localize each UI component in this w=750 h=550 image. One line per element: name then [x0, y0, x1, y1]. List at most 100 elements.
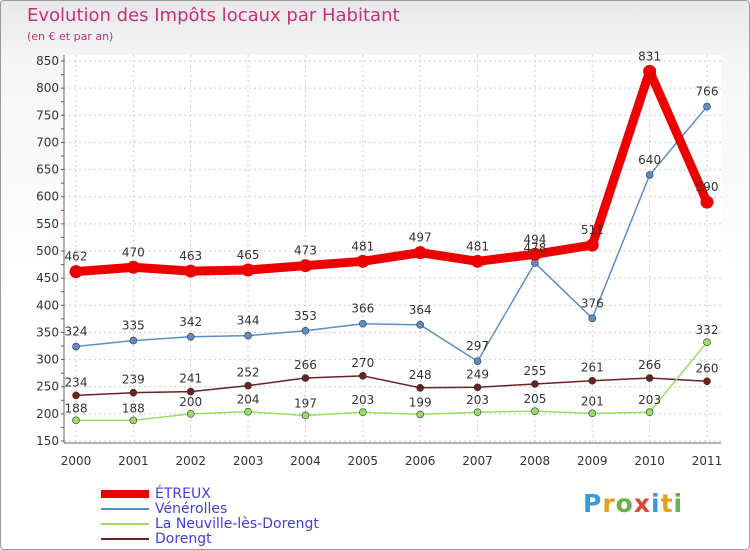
data-label: 188	[65, 401, 88, 415]
data-label: 353	[294, 309, 317, 323]
chart-subtitle: (en € et par an)	[27, 30, 114, 43]
chart-title: Evolution des Impôts locaux par Habitant	[27, 5, 400, 26]
data-point	[588, 376, 597, 385]
y-tick-label: 350	[36, 325, 59, 339]
y-tick-label: 200	[36, 407, 59, 421]
data-label: 511	[581, 223, 604, 237]
logo-letter: x	[633, 489, 651, 518]
data-label: 463	[179, 249, 202, 263]
logo-letter: i	[651, 489, 661, 518]
data-point	[473, 357, 482, 366]
data-point	[241, 263, 255, 277]
data-label: 234	[65, 375, 88, 389]
legend-swatch	[101, 490, 149, 498]
data-label: 376	[581, 296, 604, 310]
x-tick-label: 2001	[118, 454, 149, 468]
y-tick-label: 450	[36, 271, 59, 285]
legend: ÉTREUX Vénérolles La Neuville-lès-Dorengt D…	[101, 486, 401, 547]
data-point	[471, 254, 485, 268]
y-tick-label: 650	[36, 163, 59, 177]
data-label: 261	[581, 361, 604, 375]
data-label: 335	[122, 319, 145, 333]
data-label: 344	[237, 314, 260, 328]
data-label: 494	[523, 232, 546, 246]
data-label: 478	[523, 241, 546, 255]
data-label: 203	[466, 393, 489, 407]
data-label: 252	[237, 366, 260, 380]
data-point	[416, 321, 424, 329]
data-point	[359, 408, 367, 417]
data-label: 640	[638, 153, 661, 167]
legend-item: Vénérolles	[101, 501, 401, 517]
data-point	[72, 342, 80, 351]
data-point	[186, 410, 195, 418]
legend-label: Vénérolles	[155, 501, 228, 517]
data-label: 248	[409, 368, 432, 382]
data-point	[359, 372, 367, 380]
x-tick-label: 2003	[233, 454, 264, 468]
data-label: 766	[696, 85, 719, 99]
data-point	[473, 383, 482, 392]
series-line-0	[71, 66, 712, 277]
data-point	[301, 374, 310, 382]
legend-swatch	[101, 508, 149, 510]
series-line-1	[75, 105, 708, 362]
data-point	[700, 195, 714, 209]
y-tick-label: 500	[36, 244, 59, 258]
logo-letter: t	[660, 489, 674, 518]
x-tick-label: 2008	[520, 454, 551, 468]
data-point	[72, 391, 80, 400]
data-label: 342	[179, 315, 202, 329]
data-point	[359, 319, 367, 328]
data-label: 470	[122, 245, 145, 259]
data-label: 205	[523, 392, 546, 406]
x-tick-label: 2009	[577, 454, 608, 468]
data-label: 497	[409, 231, 432, 245]
data-label: 481	[466, 239, 489, 253]
logo-letter: o	[615, 489, 634, 518]
data-point	[703, 338, 711, 347]
data-label: 260	[696, 361, 719, 375]
data-point	[301, 326, 310, 335]
logo-letter: P	[583, 489, 603, 518]
data-label: 465	[237, 248, 260, 262]
data-point	[72, 416, 80, 425]
plot-area	[64, 55, 721, 441]
data-label: 266	[294, 358, 317, 372]
logo-letter: i	[673, 489, 684, 518]
legend-label: La Neuville-lès-Dorengt	[155, 516, 319, 532]
data-point	[301, 411, 310, 420]
data-point	[298, 259, 312, 273]
data-label: 364	[409, 303, 432, 317]
data-label: 199	[409, 395, 432, 409]
x-tick-label: 2011	[692, 454, 723, 468]
data-label: 462	[65, 250, 88, 264]
legend-label: ÉTREUX	[155, 486, 211, 502]
x-tick-label: 2006	[405, 454, 436, 468]
data-point	[528, 247, 542, 261]
x-tick-label: 2000	[61, 454, 92, 468]
x-tick-label: 2010	[634, 454, 665, 468]
series-line-3	[75, 375, 708, 397]
series-line-2	[75, 341, 708, 422]
data-label: 200	[179, 395, 202, 409]
data-point	[129, 336, 138, 345]
data-label: 332	[696, 323, 719, 337]
y-tick-label: 750	[36, 108, 59, 122]
legend-item: ÉTREUX	[101, 486, 401, 502]
data-label: 203	[351, 393, 374, 407]
data-point	[531, 407, 539, 415]
y-tick-label: 600	[36, 190, 59, 204]
data-label: 203	[638, 393, 661, 407]
data-point	[645, 171, 654, 179]
legend-item: Dorengt	[101, 531, 401, 547]
legend-swatch	[101, 538, 149, 540]
data-point	[588, 409, 597, 418]
y-tick-label: 400	[36, 298, 59, 312]
data-label: 266	[638, 358, 661, 372]
y-tick-label: 700	[36, 135, 59, 149]
data-point	[413, 246, 427, 260]
data-point	[129, 388, 138, 397]
x-tick-label: 2007	[462, 454, 493, 468]
